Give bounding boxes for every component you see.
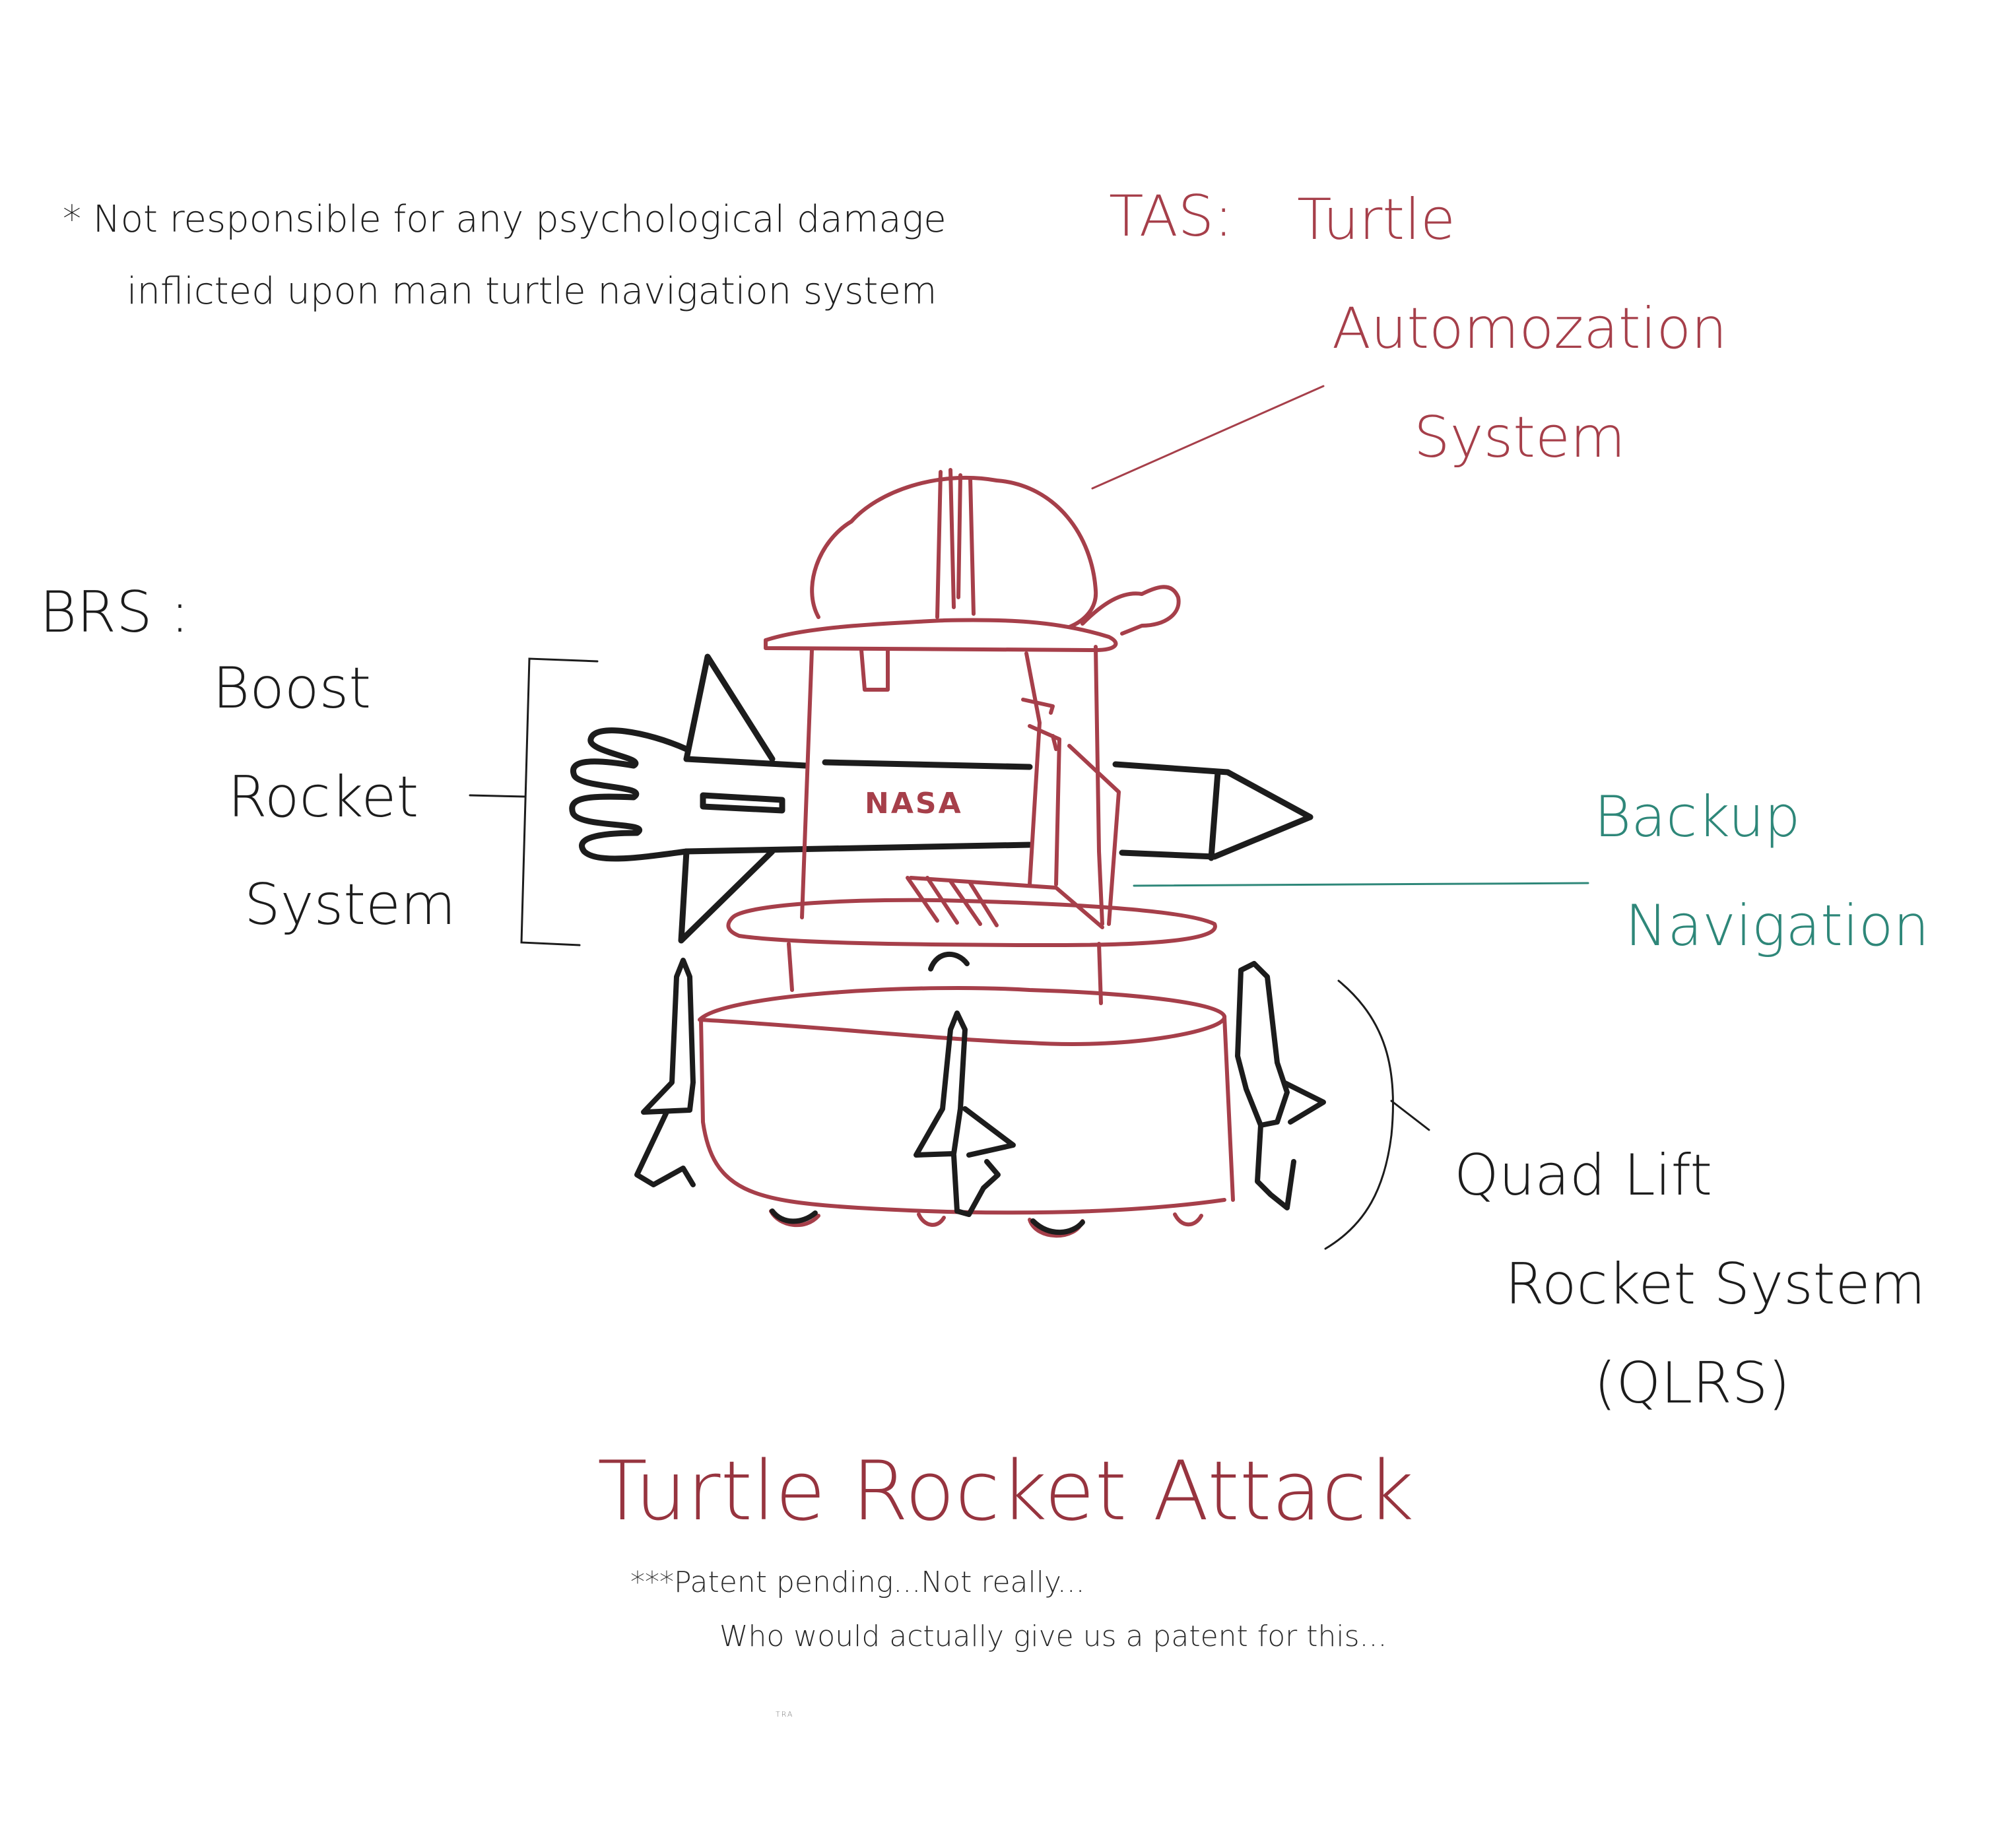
turtle-body [698, 468, 1235, 1238]
qlrs-line-1: Quad Lift [1454, 1142, 1713, 1208]
turtle-shell [810, 475, 1098, 629]
turtle-platform [726, 898, 1217, 947]
brs-word-rocket: Rocket [228, 764, 419, 830]
tas-abbr: TAS: [1109, 183, 1234, 249]
brs-bracket [520, 657, 599, 946]
page-title: Turtle Rocket Attack [597, 1444, 1414, 1539]
footnote-line-1: ***Patent pending...Not really... [630, 1566, 1085, 1599]
lift-rocket-left [634, 958, 696, 1187]
backup-nav-word-backup: Backup [1594, 784, 1801, 850]
qlrs-line-3: (QLRS) [1594, 1350, 1791, 1416]
qlrs-brace [1324, 979, 1395, 1250]
disclaimer-line-2: inflicted upon man turtle navigation sys… [127, 270, 937, 313]
brs-abbr: BRS : [40, 579, 189, 645]
tas-leader-line [1091, 385, 1325, 490]
backup-nav-leader-line [1133, 882, 1589, 887]
qlrs-brace-tick [1390, 1100, 1430, 1131]
turtle-head [1081, 585, 1181, 636]
signature-mark: TRA [776, 1710, 794, 1719]
disclaimer-line-1: * Not responsible for any psychological … [63, 198, 947, 241]
brs-bracket-tick [469, 794, 527, 798]
lift-rocket-right [1235, 961, 1326, 1210]
brs-word-system: System [244, 872, 456, 938]
footnote-line-2: Who would actually give us a patent for … [719, 1620, 1387, 1653]
lift-rocket-back [928, 952, 970, 972]
lift-rockets [634, 952, 1326, 1236]
annotation-leaders [469, 385, 1589, 1250]
brs-word-boost: Boost [213, 655, 372, 721]
boost-rocket [569, 653, 1314, 944]
nasa-label: NASA [865, 787, 963, 820]
tas-word-automozation: Automozation [1332, 296, 1727, 362]
tas-word-turtle: Turtle [1297, 187, 1455, 253]
backup-nav-word-navigation: Navigation [1625, 893, 1929, 959]
lift-rocket-center [914, 1010, 1016, 1217]
qlrs-line-2: Rocket System [1505, 1251, 1926, 1317]
tas-word-system: System [1414, 405, 1626, 471]
